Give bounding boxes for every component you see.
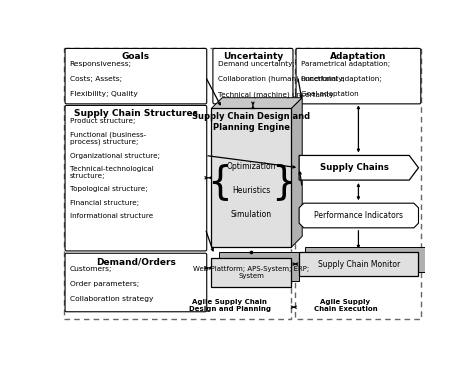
Text: }: }: [271, 163, 296, 201]
Text: Supply Chain Design and
Planning Engine: Supply Chain Design and Planning Engine: [192, 112, 310, 132]
Text: Supply Chain Monitor: Supply Chain Monitor: [318, 260, 400, 269]
FancyBboxPatch shape: [65, 105, 207, 251]
Polygon shape: [211, 98, 302, 108]
Bar: [64, 48, 292, 319]
Text: Demand uncertainty;

Collaboration (human) uncertainty;

Technical (machine) unc: Demand uncertainty; Collaboration (human…: [218, 61, 345, 98]
Bar: [211, 108, 292, 247]
Text: Responsiveness;

Costs; Assets;

Flexibility; Quality: Responsiveness; Costs; Assets; Flexibili…: [70, 61, 137, 97]
FancyBboxPatch shape: [65, 49, 207, 104]
Polygon shape: [299, 155, 419, 180]
Text: Uncertainty: Uncertainty: [223, 52, 283, 61]
Bar: [211, 258, 292, 287]
Text: Demand/Orders: Demand/Orders: [96, 257, 176, 266]
Text: Goals: Goals: [122, 52, 150, 61]
Text: Parametrical adaptation;

Functional adaptation;

Goal adaptation: Parametrical adaptation; Functional adap…: [301, 61, 390, 97]
Text: Performance Indicators: Performance Indicators: [314, 211, 403, 220]
Text: Web-Plattform; APS-System; ERP;
System: Web-Plattform; APS-System; ERP; System: [193, 266, 310, 279]
Text: Product structure;

Functional (business-
process) structure;

Organizational st: Product structure; Functional (business-…: [70, 118, 160, 219]
Bar: [305, 247, 425, 272]
Polygon shape: [299, 203, 419, 228]
Text: Supply Chain Structures: Supply Chain Structures: [74, 109, 198, 118]
FancyBboxPatch shape: [65, 253, 207, 312]
Text: Agile Supply
Chain Execution: Agile Supply Chain Execution: [313, 299, 377, 312]
Text: Customers;

Order parameters;

Collaboration strategy: Customers; Order parameters; Collaborati…: [70, 266, 153, 301]
FancyBboxPatch shape: [213, 49, 293, 104]
Text: {: {: [207, 163, 231, 201]
Polygon shape: [292, 98, 302, 247]
Text: Optimization

Heuristics

Simulation: Optimization Heuristics Simulation: [227, 162, 276, 219]
Bar: [295, 48, 421, 319]
Text: Adaptation: Adaptation: [330, 52, 387, 61]
Bar: [299, 252, 419, 276]
Text: Supply Chains: Supply Chains: [320, 163, 389, 172]
Bar: [219, 252, 299, 281]
Text: Agile Supply Chain
Design and Planning: Agile Supply Chain Design and Planning: [189, 299, 271, 312]
FancyBboxPatch shape: [296, 49, 421, 104]
